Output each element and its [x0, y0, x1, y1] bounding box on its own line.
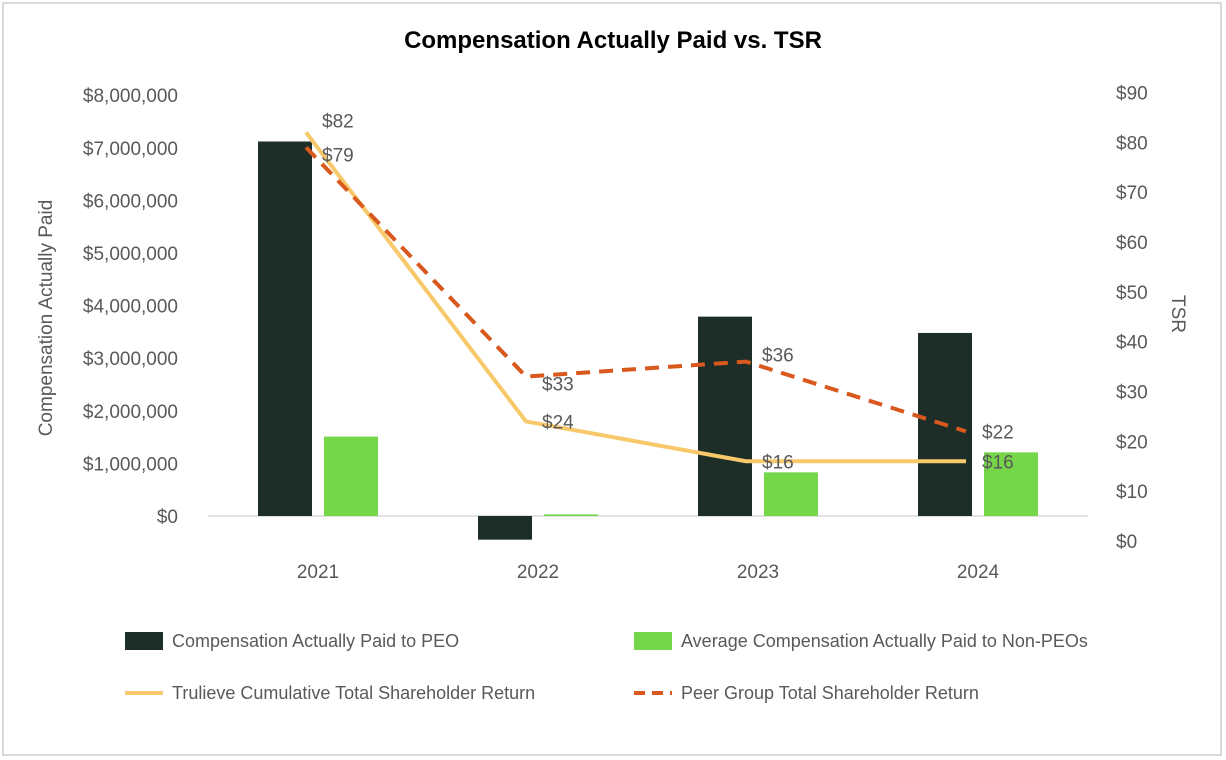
peer-tsr-line: [304, 145, 967, 434]
x-category-label: 2022: [517, 562, 559, 583]
legend-swatch: [125, 632, 163, 650]
y-right-tick-label: $40: [1116, 333, 1148, 354]
y-left-tick-label: $6,000,000: [83, 191, 178, 212]
non-peo-bar: [544, 514, 598, 516]
x-category-label: 2023: [737, 562, 779, 583]
legend-label: Compensation Actually Paid to PEO: [172, 631, 459, 651]
y-left-tick-label: $8,000,000: [83, 86, 178, 107]
peer-tsr-data-label: $79: [322, 145, 354, 166]
legend-label: Average Compensation Actually Paid to No…: [681, 631, 1088, 651]
legend: Compensation Actually Paid to PEO Average…: [125, 631, 1088, 703]
legend-swatch: [634, 632, 672, 650]
y-right-tick-label: $30: [1116, 383, 1148, 404]
legend-label: Trulieve Cumulative Total Shareholder Re…: [172, 683, 535, 703]
y-right-tick-label: $20: [1116, 432, 1148, 453]
peer-tsr-data-label: $36: [762, 346, 794, 367]
y-left-tick-label: $1,000,000: [83, 454, 178, 475]
y-right-tick-label: $90: [1116, 84, 1148, 105]
y-left-tick-label: $0: [157, 507, 178, 528]
peer-tsr-data-label: $22: [982, 422, 1014, 443]
trulieve-tsr-data-label: $16: [762, 452, 794, 473]
y-right-tick-label: $0: [1116, 532, 1137, 553]
y-left-axis-title: Compensation Actually Paid: [36, 200, 57, 437]
y-right-tick-label: $10: [1116, 482, 1148, 503]
trulieve-tsr-data-label: $16: [982, 452, 1014, 473]
trulieve-tsr-line: [304, 131, 966, 464]
y-left-tick-label: $5,000,000: [83, 244, 178, 265]
peo-bar: [478, 516, 532, 540]
y-right-tick-label: $60: [1116, 233, 1148, 254]
y-left-tick-label: $7,000,000: [83, 139, 178, 160]
x-category-label: 2021: [297, 562, 339, 583]
peo-bar: [698, 316, 752, 516]
y-right-tick-label: $50: [1116, 283, 1148, 304]
y-right-tick-label: $70: [1116, 183, 1148, 204]
y-left-tick-label: $2,000,000: [83, 402, 178, 423]
y-right-axis-title: TSR: [1167, 295, 1188, 333]
x-category-label: 2024: [957, 562, 1000, 583]
trulieve-tsr-data-label: $82: [322, 111, 354, 132]
y-left-tick-label: $3,000,000: [83, 349, 178, 370]
non-peo-bar: [764, 472, 818, 516]
chart-title: Compensation Actually Paid vs. TSR: [404, 27, 822, 54]
peer-tsr-data-label: $33: [542, 375, 574, 396]
peo-bar: [258, 141, 312, 516]
y-right-tick-label: $80: [1116, 133, 1148, 154]
non-peo-bar: [324, 436, 378, 516]
legend-label: Peer Group Total Shareholder Return: [681, 683, 979, 703]
y-left-tick-label: $4,000,000: [83, 297, 178, 318]
trulieve-tsr-data-label: $24: [542, 412, 574, 433]
non-peo-bar: [984, 452, 1038, 516]
